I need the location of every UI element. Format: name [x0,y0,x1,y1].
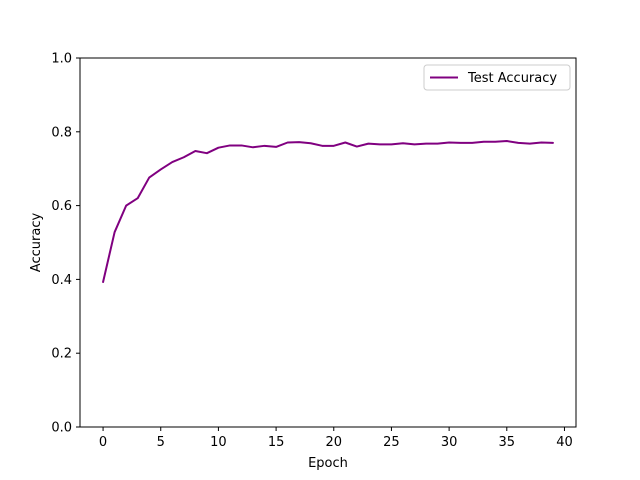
y-axis-label: Accuracy [29,213,44,273]
legend: Test Accuracy [423,64,571,91]
x-axis-label: Epoch [308,456,348,471]
x-tick-label: 25 [383,435,400,450]
x-tick-label: 30 [441,435,458,450]
series-line-test-accuracy [102,140,554,283]
x-tick-label: 0 [99,435,107,450]
x-tick-label: 15 [268,435,285,450]
x-tick-label: 10 [210,435,227,450]
y-tick-label: 0.2 [51,347,72,362]
series-layer [102,140,554,283]
legend-label-test-accuracy: Test Accuracy [467,71,557,86]
y-tick-label: 0.0 [51,421,72,436]
y-tick-label: 1.0 [51,52,72,67]
x-tick-label: 5 [157,435,165,450]
x-tick-label: 40 [556,435,573,450]
y-tick-label: 0.8 [51,125,72,140]
x-tick-label: 20 [325,435,342,450]
y-tick-label: 0.6 [51,199,72,214]
x-tick-label: 35 [499,435,516,450]
legend-box [423,64,571,91]
axes-frame [79,57,577,428]
y-tick-label: 0.4 [51,273,72,288]
y-axis: 0.0 0.2 0.4 0.6 0.8 1.0 [51,52,80,436]
x-axis: 0 5 10 15 20 25 30 35 40 [99,427,573,450]
